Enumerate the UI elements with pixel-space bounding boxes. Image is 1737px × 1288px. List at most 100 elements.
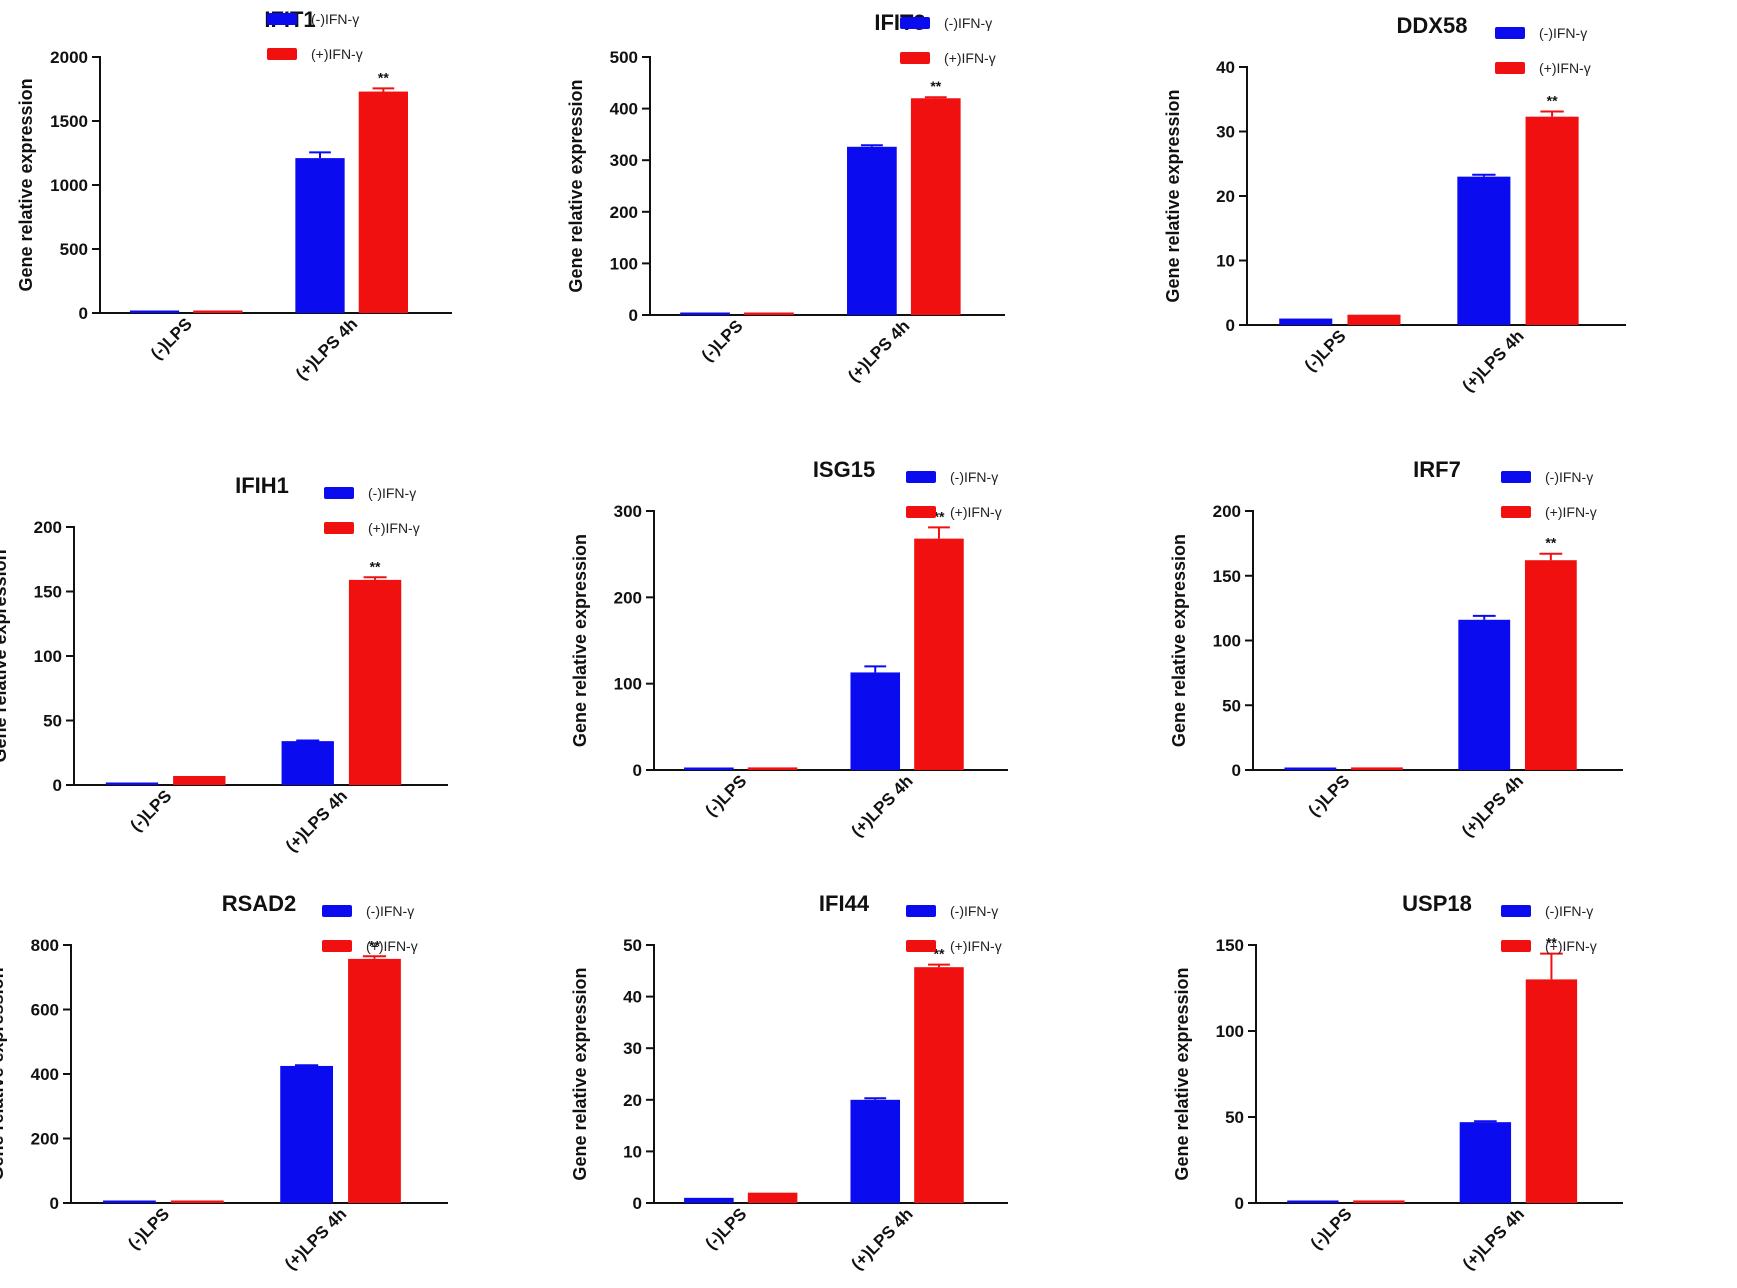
legend-swatch [906, 506, 936, 518]
y-tick-label: 10 [623, 1142, 642, 1161]
legend-label: (-)IFN-γ [950, 903, 998, 919]
legend: (-)IFN-γ (+)IFN-γ [1501, 469, 1597, 520]
y-tick-label: 200 [31, 1130, 59, 1149]
legend: (-)IFN-γ (+)IFN-γ [906, 903, 1002, 954]
legend-swatch [1501, 471, 1531, 483]
y-tick-label: 300 [610, 151, 638, 170]
x-category-label: (+)LPS 4h [1459, 1204, 1528, 1273]
y-tick-label: 400 [610, 100, 638, 119]
y-tick-label: 150 [1213, 567, 1241, 586]
bar-minus-ifn-plus-lps [1459, 1122, 1512, 1203]
y-tick-label: 200 [614, 588, 642, 607]
bar-plus-ifn-plus-lps [914, 967, 964, 1203]
y-tick-label: 30 [1216, 123, 1235, 142]
legend-label: (+)IFN-γ [1545, 938, 1597, 954]
bar-plus-ifn-plus-lps [348, 958, 401, 1203]
chart-title: IRF7 [1413, 457, 1461, 482]
y-tick-label: 40 [623, 988, 642, 1007]
bar-minus-ifn-plus-lps [295, 158, 345, 313]
y-axis-label: Gene relative expression [570, 967, 590, 1180]
y-axis-label: Gene relative expression [1172, 967, 1192, 1180]
bar-minus-ifn-minus-lps [129, 310, 180, 313]
legend-label: (-)IFN-γ [311, 11, 359, 27]
bar-plus-ifn-minus-lps [1353, 1200, 1405, 1203]
legend: (-)IFN-γ (+)IFN-γ [324, 485, 420, 536]
chart-title: RSAD2 [222, 891, 297, 916]
bar-minus-ifn-plus-lps [850, 1099, 901, 1203]
bar-minus-ifn-minus-lps [1284, 767, 1337, 770]
significance-marker: ** [1546, 935, 1557, 951]
legend-label: (+)IFN-γ [944, 50, 996, 66]
chart-panel-ifit3: IFIT3Gene relative expression01002003004… [566, 10, 1005, 386]
y-tick-label: 500 [60, 240, 88, 259]
bar-plus-ifn-minus-lps [744, 312, 794, 315]
legend: (-)IFN-γ (+)IFN-γ [900, 15, 996, 66]
y-axis-label: Gene relative expression [570, 534, 590, 747]
bar-minus-ifn-minus-lps [680, 312, 730, 315]
y-tick-label: 0 [1235, 1194, 1244, 1213]
y-axis-label: Gene relative expression [1163, 89, 1183, 302]
y-tick-label: 50 [623, 936, 642, 955]
x-category-label: (-)LPS [1307, 1204, 1356, 1253]
x-category-label: (-)LPS [124, 1204, 173, 1253]
x-category-label: (+)LPS 4h [1458, 771, 1527, 840]
y-axis-label: Gene relative expression [566, 79, 586, 292]
significance-marker: ** [930, 78, 941, 94]
y-tick-label: 0 [629, 306, 638, 325]
bar-minus-ifn-plus-lps [1458, 619, 1511, 770]
bar-plus-ifn-minus-lps [1347, 314, 1401, 325]
y-tick-label: 40 [1216, 58, 1235, 77]
y-tick-label: 100 [614, 675, 642, 694]
legend-swatch [322, 905, 352, 917]
x-category-label: (-)LPS [147, 314, 196, 363]
legend-label: (+)IFN-γ [950, 938, 1002, 954]
bar-plus-ifn-plus-lps [1524, 560, 1577, 770]
y-tick-label: 2000 [50, 48, 88, 67]
bar-plus-ifn-plus-lps [1525, 116, 1579, 325]
bar-plus-ifn-minus-lps [747, 767, 798, 770]
legend-label: (-)IFN-γ [368, 485, 416, 501]
legend-label: (-)IFN-γ [1545, 903, 1593, 919]
chart-panel-ifi44: IFI44 Gene relative expression 0 10 20 30 40 50… [570, 891, 1008, 1274]
chart-panel-ifit1: IFIT1Gene relative expression05001000150… [16, 7, 452, 384]
y-tick-label: 100 [34, 647, 62, 666]
legend-swatch [324, 487, 354, 499]
y-tick-label: 200 [34, 518, 62, 537]
x-category-label: (-)LPS [698, 316, 747, 365]
y-tick-label: 300 [614, 502, 642, 521]
legend-label: (+)IFN-γ [366, 938, 418, 954]
bar-minus-ifn-minus-lps [684, 1197, 734, 1203]
y-tick-label: 30 [623, 1039, 642, 1058]
x-category-label: (+)LPS 4h [848, 1204, 917, 1273]
y-tick-label: 200 [1213, 502, 1241, 521]
bar-plus-ifn-minus-lps [193, 310, 243, 313]
legend-swatch [322, 940, 352, 952]
chart-panel-usp18: USP18 Gene relative expression 0 50 100 150 (-… [1172, 891, 1623, 1274]
legend-swatch [1495, 62, 1525, 74]
legend: (-)IFN-γ (+)IFN-γ [906, 469, 1002, 520]
bar-minus-ifn-plus-lps [281, 741, 334, 785]
significance-marker: ** [934, 946, 945, 962]
y-tick-label: 0 [633, 1194, 642, 1213]
chart-title: IFI44 [819, 891, 870, 916]
y-tick-label: 0 [50, 1194, 59, 1213]
significance-marker: ** [370, 558, 381, 574]
y-tick-label: 150 [1216, 936, 1244, 955]
legend-swatch [1501, 506, 1531, 518]
chart-panel-irf7: IRF7 Gene relative expression 0 50 100 150 200… [1169, 457, 1623, 841]
legend-label: (+)IFN-γ [1545, 504, 1597, 520]
legend-swatch [267, 13, 297, 25]
y-tick-label: 0 [79, 304, 88, 323]
y-tick-label: 50 [1225, 1108, 1244, 1127]
y-tick-label: 500 [610, 48, 638, 67]
bar-plus-ifn-plus-lps [358, 91, 408, 313]
x-category-label: (-)LPS [702, 1204, 751, 1253]
chart-panel-ifih1: IFIH1 Gene relative expression 0 50 100 150 20… [0, 473, 448, 856]
y-tick-label: 50 [43, 712, 62, 731]
legend-label: (+)IFN-γ [950, 504, 1002, 520]
y-tick-label: 1000 [50, 176, 88, 195]
x-category-label: (+)LPS 4h [844, 316, 913, 385]
legend-label: (-)IFN-γ [1539, 25, 1587, 41]
legend-label: (-)IFN-γ [944, 15, 992, 31]
x-category-label: (+)LPS 4h [282, 786, 351, 855]
